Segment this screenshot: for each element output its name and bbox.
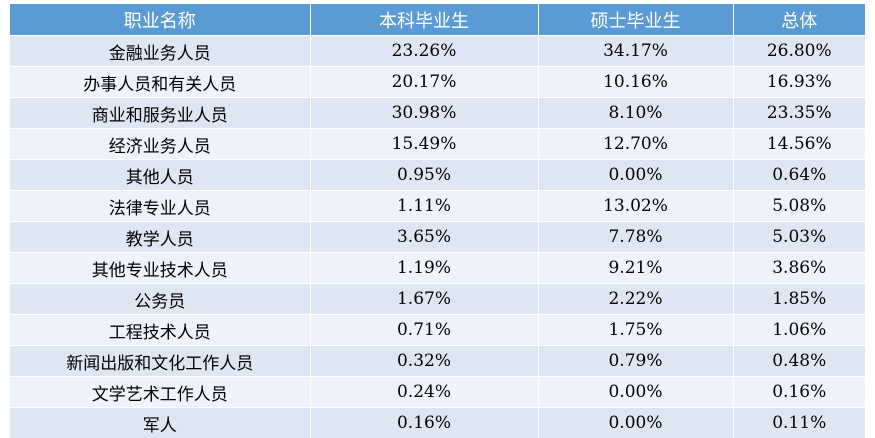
- cell-occupation: 其他专业技术人员: [10, 253, 310, 284]
- cell-bachelor-pct: 1.11%: [310, 191, 538, 222]
- cell-occupation: 商业和服务业人员: [10, 98, 310, 129]
- cell-bachelor-pct: 1.19%: [310, 253, 538, 284]
- cell-overall-pct: 1.85%: [733, 284, 865, 315]
- cell-overall-pct: 14.56%: [733, 129, 865, 160]
- cell-overall-pct: 16.93%: [733, 67, 865, 98]
- cell-overall-pct: 1.06%: [733, 315, 865, 346]
- cell-bachelor-pct: 15.49%: [310, 129, 538, 160]
- cell-bachelor-pct: 0.16%: [310, 408, 538, 438]
- cell-occupation: 教学人员: [10, 222, 310, 253]
- cell-master-pct: 13.02%: [538, 191, 733, 222]
- cell-occupation: 工程技术人员: [10, 315, 310, 346]
- cell-bachelor-pct: 3.65%: [310, 222, 538, 253]
- cell-master-pct: 1.75%: [538, 315, 733, 346]
- cell-bachelor-pct: 0.71%: [310, 315, 538, 346]
- cell-bachelor-pct: 30.98%: [310, 98, 538, 129]
- cell-occupation: 经济业务人员: [10, 129, 310, 160]
- header-bachelor: 本科毕业生: [310, 4, 538, 36]
- header-occupation: 职业名称: [10, 4, 310, 36]
- cell-occupation: 军人: [10, 408, 310, 438]
- cell-overall-pct: 0.64%: [733, 160, 865, 191]
- cell-bachelor-pct: 23.26%: [310, 36, 538, 67]
- cell-overall-pct: 0.11%: [733, 408, 865, 438]
- cell-occupation: 其他人员: [10, 160, 310, 191]
- cell-bachelor-pct: 1.67%: [310, 284, 538, 315]
- cell-master-pct: 34.17%: [538, 36, 733, 67]
- cell-overall-pct: 23.35%: [733, 98, 865, 129]
- cell-master-pct: 9.21%: [538, 253, 733, 284]
- cell-master-pct: 12.70%: [538, 129, 733, 160]
- cell-occupation: 金融业务人员: [10, 36, 310, 67]
- cell-overall-pct: 5.08%: [733, 191, 865, 222]
- cell-master-pct: 10.16%: [538, 67, 733, 98]
- table-header: 职业名称 本科毕业生 硕士毕业生 总体: [10, 4, 865, 36]
- cell-master-pct: 2.22%: [538, 284, 733, 315]
- cell-bachelor-pct: 20.17%: [310, 67, 538, 98]
- cell-overall-pct: 0.48%: [733, 346, 865, 377]
- cell-occupation: 法律专业人员: [10, 191, 310, 222]
- cell-master-pct: 8.10%: [538, 98, 733, 129]
- header-overall: 总体: [733, 4, 865, 36]
- cell-overall-pct: 5.03%: [733, 222, 865, 253]
- cell-overall-pct: 26.80%: [733, 36, 865, 67]
- cell-master-pct: 7.78%: [538, 222, 733, 253]
- cell-overall-pct: 3.86%: [733, 253, 865, 284]
- cell-occupation: 办事人员和有关人员: [10, 67, 310, 98]
- cell-overall-pct: 0.16%: [733, 377, 865, 408]
- cell-occupation: 文学艺术工作人员: [10, 377, 310, 408]
- cell-occupation: 新闻出版和文化工作人员: [10, 346, 310, 377]
- header-row: 职业名称 本科毕业生 硕士毕业生 总体: [10, 4, 865, 36]
- cell-bachelor-pct: 0.32%: [310, 346, 538, 377]
- cell-occupation: 公务员: [10, 284, 310, 315]
- cell-bachelor-pct: 0.95%: [310, 160, 538, 191]
- cell-bachelor-pct: 0.24%: [310, 377, 538, 408]
- cell-master-pct: 0.00%: [538, 408, 733, 438]
- cell-master-pct: 0.00%: [538, 160, 733, 191]
- cell-master-pct: 0.00%: [538, 377, 733, 408]
- header-master: 硕士毕业生: [538, 4, 733, 36]
- cell-master-pct: 0.79%: [538, 346, 733, 377]
